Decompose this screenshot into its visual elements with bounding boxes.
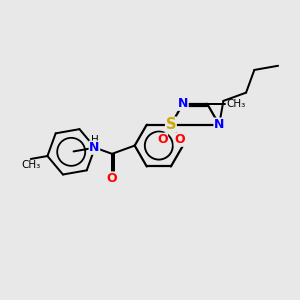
Text: O: O	[174, 133, 185, 146]
Text: N: N	[178, 97, 188, 110]
Text: O: O	[157, 133, 167, 146]
Text: H: H	[91, 135, 98, 145]
Text: S: S	[166, 117, 176, 132]
Text: CH₃: CH₃	[227, 99, 246, 109]
Text: CH₃: CH₃	[21, 160, 40, 170]
Text: N: N	[89, 141, 100, 154]
Text: N: N	[214, 118, 224, 131]
Text: O: O	[107, 172, 117, 185]
